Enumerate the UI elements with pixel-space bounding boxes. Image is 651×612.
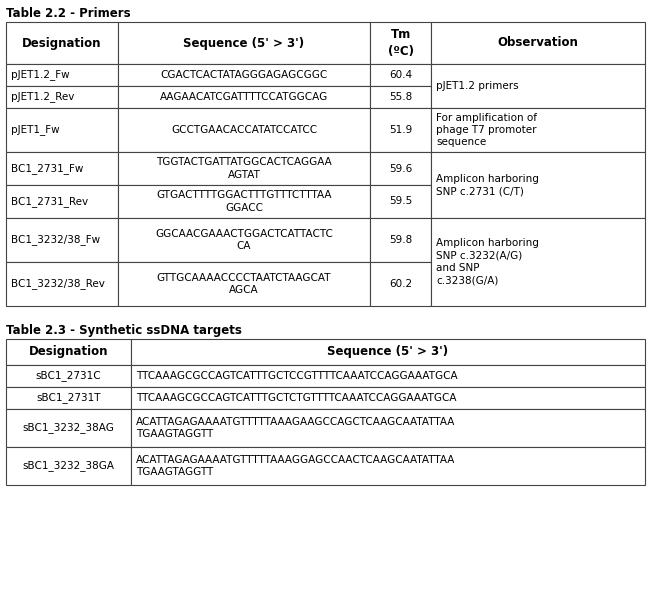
Bar [370, 152, 431, 185]
Text: Table 2.3 - Synthetic ssDNA targets: Table 2.3 - Synthetic ssDNA targets [6, 324, 242, 337]
Text: sBC1_3232_38GA: sBC1_3232_38GA [22, 461, 115, 471]
Text: BC1_2731_Fw: BC1_2731_Fw [11, 163, 83, 174]
Text: 60.4: 60.4 [389, 70, 412, 80]
Text: Amplicon harboring
SNP c.2731 (C/T): Amplicon harboring SNP c.2731 (C/T) [436, 174, 539, 196]
Text: GTGACTTTTGGACTTTGTTTCTTTAA
GGACC: GTGACTTTTGGACTTTGTTTCTTTAA GGACC [156, 190, 332, 213]
Text: sBC1_2731T: sBC1_2731T [36, 392, 100, 403]
Bar [6, 262, 118, 306]
Bar [6, 86, 118, 108]
Bar [370, 86, 431, 108]
Bar [131, 387, 645, 409]
Text: 59.8: 59.8 [389, 235, 412, 245]
Bar [431, 218, 645, 306]
Bar [431, 152, 645, 218]
Text: Observation: Observation [497, 37, 578, 50]
Bar [370, 185, 431, 218]
Bar [118, 185, 370, 218]
Text: 60.2: 60.2 [389, 279, 412, 289]
Bar [118, 108, 370, 152]
Bar [6, 218, 118, 262]
Bar [118, 86, 370, 108]
Text: For amplification of
phage T7 promoter
sequence: For amplification of phage T7 promoter s… [436, 113, 537, 147]
Text: sBC1_3232_38AG: sBC1_3232_38AG [22, 422, 114, 433]
Bar [118, 152, 370, 185]
Text: 51.9: 51.9 [389, 125, 412, 135]
Text: sBC1_2731C: sBC1_2731C [36, 370, 101, 381]
Bar [6, 409, 131, 447]
Bar [118, 22, 370, 64]
Bar [6, 22, 118, 64]
Text: pJET1_Fw: pJET1_Fw [11, 125, 60, 135]
Text: GTTGCAAAACCCCTAATCTAAGCAT
AGCA: GTTGCAAAACCCCTAATCTAAGCAT AGCA [157, 273, 331, 295]
Text: pJET1.2 primers: pJET1.2 primers [436, 81, 519, 91]
Text: 55.8: 55.8 [389, 92, 412, 102]
Bar [118, 64, 370, 86]
Bar [131, 447, 645, 485]
Text: pJET1.2_Fw: pJET1.2_Fw [11, 70, 70, 80]
Text: GCCTGAACACCATATCCATCC: GCCTGAACACCATATCCATCC [171, 125, 317, 135]
Text: 59.6: 59.6 [389, 163, 412, 173]
Bar [131, 365, 645, 387]
Bar [370, 64, 431, 86]
Bar [6, 185, 118, 218]
Bar [6, 365, 131, 387]
Bar [131, 339, 645, 365]
Text: pJET1.2_Rev: pJET1.2_Rev [11, 92, 74, 102]
Bar [6, 152, 118, 185]
Text: ACATTAGAGAAAATGTTTTTAAAGGAGCCAACTCAAGCAATATTAA
TGAAGTAGGTT: ACATTAGAGAAAATGTTTTTAAAGGAGCCAACTCAAGCAA… [135, 455, 455, 477]
Bar [131, 409, 645, 447]
Bar [118, 262, 370, 306]
Bar [370, 22, 431, 64]
Text: BC1_3232/38_Fw: BC1_3232/38_Fw [11, 234, 100, 245]
Bar [6, 64, 118, 86]
Text: Table 2.2 - Primers: Table 2.2 - Primers [6, 7, 131, 20]
Bar [118, 218, 370, 262]
Text: BC1_2731_Rev: BC1_2731_Rev [11, 196, 88, 207]
Text: TTCAAAGCGCCAGTCATTTGCTCCGTTTTCAAATCCAGGAAATGCA: TTCAAAGCGCCAGTCATTTGCTCCGTTTTCAAATCCAGGA… [135, 371, 457, 381]
Text: ACATTAGAGAAAATGTTTTTAAAGAAGCCAGCTCAAGCAATATTAA
TGAAGTAGGTT: ACATTAGAGAAAATGTTTTTAAAGAAGCCAGCTCAAGCAA… [135, 417, 455, 439]
Text: TTCAAAGCGCCAGTCATTTGCTCTGTTTTCAAATCCAGGAAATGCA: TTCAAAGCGCCAGTCATTTGCTCTGTTTTCAAATCCAGGA… [135, 393, 456, 403]
Text: CGACTCACTATAGGGAGAGCGGC: CGACTCACTATAGGGAGAGCGGC [160, 70, 327, 80]
Bar [6, 387, 131, 409]
Bar [370, 262, 431, 306]
Text: BC1_3232/38_Rev: BC1_3232/38_Rev [11, 278, 105, 289]
Bar [431, 64, 645, 108]
Text: Tm
(ºC): Tm (ºC) [387, 29, 413, 58]
Text: TGGTACTGATTATGGCACTCAGGAA
AGTAT: TGGTACTGATTATGGCACTCAGGAA AGTAT [156, 157, 332, 180]
Text: Sequence (5' > 3'): Sequence (5' > 3') [327, 346, 449, 359]
Text: Amplicon harboring
SNP c.3232(A/G)
and SNP
c.3238(G/A): Amplicon harboring SNP c.3232(A/G) and S… [436, 239, 539, 286]
Bar [6, 447, 131, 485]
Text: Designation: Designation [29, 346, 108, 359]
Text: AAGAACATCGATTTTCCATGGCAG: AAGAACATCGATTTTCCATGGCAG [160, 92, 328, 102]
Bar [431, 108, 645, 152]
Bar [431, 22, 645, 64]
Bar [370, 108, 431, 152]
Text: 59.5: 59.5 [389, 196, 412, 206]
Text: Sequence (5' > 3'): Sequence (5' > 3') [184, 37, 305, 50]
Bar [6, 108, 118, 152]
Bar [370, 218, 431, 262]
Text: Designation: Designation [22, 37, 102, 50]
Text: GGCAACGAAACTGGACTCATTACTC
CA: GGCAACGAAACTGGACTCATTACTC CA [155, 229, 333, 251]
Bar [6, 339, 131, 365]
